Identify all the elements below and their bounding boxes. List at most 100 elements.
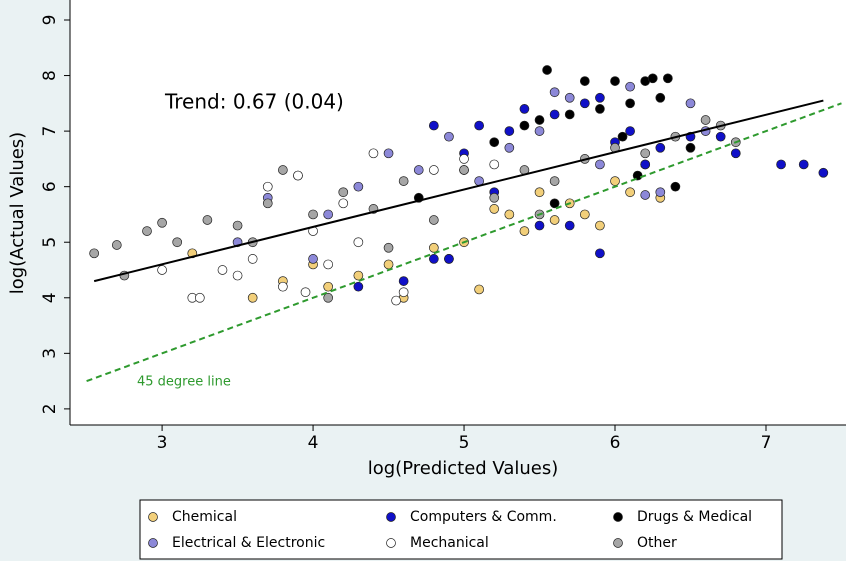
- y-tick-label: 8: [40, 70, 60, 81]
- scatter-point: [383, 259, 394, 270]
- scatter-point: [610, 176, 620, 186]
- scatter-point: [444, 254, 454, 264]
- scatter-point: [625, 81, 635, 92]
- legend-marker: [386, 512, 396, 522]
- scatter-point: [549, 87, 560, 98]
- scatter-point: [595, 104, 605, 114]
- x-tick-label: 7: [761, 433, 772, 453]
- scatter-point: [564, 220, 575, 231]
- scatter-point: [391, 295, 401, 306]
- scatter-point: [172, 237, 183, 248]
- scatter-point: [232, 220, 243, 231]
- scatter-point: [579, 98, 590, 109]
- scatter-point: [428, 215, 439, 225]
- scatter-point: [323, 292, 334, 303]
- scatter-point: [700, 115, 711, 125]
- scatter-point: [157, 265, 167, 275]
- scatter-point: [194, 292, 205, 303]
- scatter-point: [647, 73, 658, 84]
- scatter-point: [353, 237, 364, 248]
- scatter-point: [111, 240, 122, 250]
- scatter-point: [308, 209, 318, 220]
- scatter-point: [534, 126, 545, 136]
- scatter-point: [413, 165, 424, 175]
- scatter-point: [157, 217, 167, 228]
- scatter-point: [202, 215, 213, 225]
- trend-line: [93, 99, 824, 283]
- scatter-point: [534, 187, 545, 198]
- scatter-point: [610, 76, 620, 86]
- scatter-point: [685, 98, 696, 109]
- trend-annotation: Trend: 0.67 (0.04): [164, 90, 344, 114]
- scatter-point: [595, 248, 605, 259]
- scatter-point: [428, 242, 439, 253]
- scatter-point: [474, 284, 484, 295]
- scatter-point: [519, 120, 530, 131]
- scatter-point: [564, 109, 575, 120]
- scatter-point: [519, 104, 530, 114]
- legend-marker: [148, 512, 158, 522]
- scatter-point: [398, 287, 409, 298]
- legend-label: Electrical & Electronic: [172, 535, 325, 551]
- scatter-point: [670, 181, 681, 192]
- scatter-point: [489, 159, 500, 170]
- y-tick-label: 3: [40, 348, 60, 359]
- scatter-point: [798, 159, 809, 170]
- scatter-point: [625, 98, 635, 109]
- legend-label: Drugs & Medical: [637, 509, 752, 525]
- scatter-point: [323, 281, 334, 292]
- scatter-point: [428, 254, 439, 264]
- scatter-point: [640, 148, 651, 159]
- scatter-point: [247, 254, 258, 264]
- scatter-point: [655, 187, 666, 198]
- y-tick-label: 6: [40, 181, 60, 192]
- scatter-point: [323, 259, 334, 270]
- y-tick-label: 9: [40, 15, 60, 26]
- scatter-point: [617, 131, 628, 142]
- scatter-point: [776, 159, 786, 170]
- reference-line: [86, 102, 842, 383]
- scatter-point: [655, 142, 666, 153]
- y-tick-label: 5: [40, 237, 60, 248]
- scatter-point: [368, 148, 379, 159]
- scatter-point: [489, 204, 500, 214]
- scatter-point: [353, 281, 364, 292]
- y-tick-label: 2: [40, 403, 60, 414]
- scatter-point: [595, 92, 605, 103]
- scatter-point: [428, 165, 439, 175]
- scatter-point: [549, 198, 560, 209]
- scatter-point: [247, 292, 258, 303]
- scatter-point: [217, 265, 228, 275]
- scatter-point: [444, 131, 454, 142]
- scatter-point: [353, 270, 364, 281]
- scatter-point: [519, 226, 530, 236]
- y-tick-label: 4: [40, 292, 60, 303]
- legend-marker: [613, 538, 623, 548]
- reference-annotation: 45 degree line: [137, 375, 231, 390]
- y-axis-label: log(Actual Values): [7, 132, 28, 294]
- scatter-point: [262, 198, 273, 209]
- scatter-point: [489, 137, 500, 148]
- x-tick-label: 3: [157, 433, 168, 453]
- scatter-point: [232, 270, 243, 281]
- scatter-point: [398, 276, 409, 286]
- scatter-point: [353, 181, 364, 192]
- scatter-point: [459, 154, 469, 164]
- scatter-point: [625, 187, 635, 198]
- legend-marker: [386, 538, 396, 548]
- scatter-point: [632, 170, 643, 181]
- legend-marker: [613, 512, 623, 522]
- scatter-point: [595, 220, 605, 231]
- scatter-point: [142, 226, 152, 236]
- x-tick-label: 5: [459, 433, 470, 453]
- legend-label: Mechanical: [410, 535, 489, 551]
- plot-area: [70, 0, 846, 425]
- scatter-point: [655, 92, 666, 103]
- scatter-point: [338, 198, 349, 209]
- scatter-point: [383, 148, 394, 159]
- scatter-point: [549, 215, 560, 225]
- x-tick-label: 4: [308, 433, 319, 453]
- scatter-point: [595, 159, 605, 170]
- scatter-point: [323, 209, 334, 220]
